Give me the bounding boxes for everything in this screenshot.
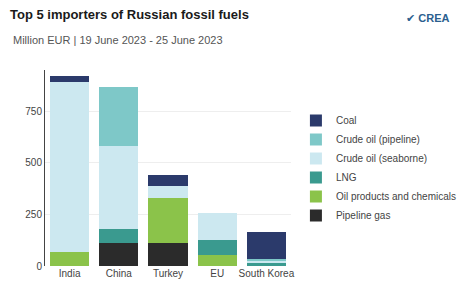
svg-text:EU: EU bbox=[210, 268, 224, 279]
svg-text:South Korea: South Korea bbox=[239, 268, 295, 279]
svg-text:750: 750 bbox=[25, 106, 42, 117]
svg-text:0: 0 bbox=[36, 261, 42, 272]
svg-text:LNG: LNG bbox=[336, 172, 357, 183]
svg-text:Pipeline gas: Pipeline gas bbox=[336, 210, 390, 221]
svg-text:Crude oil (seaborne): Crude oil (seaborne) bbox=[336, 153, 427, 164]
svg-text:Oil products and chemicals: Oil products and chemicals bbox=[336, 191, 456, 202]
svg-text:Top 5 importers of Russian fos: Top 5 importers of Russian fossil fuels bbox=[10, 7, 249, 22]
svg-text:India: India bbox=[59, 268, 81, 279]
svg-text:500: 500 bbox=[25, 157, 42, 168]
svg-text:Million EUR | 19 June 2023 - 2: Million EUR | 19 June 2023 - 25 June 202… bbox=[13, 34, 223, 46]
svg-text:China: China bbox=[106, 268, 133, 279]
svg-text:Crude oil (pipeline): Crude oil (pipeline) bbox=[336, 134, 420, 145]
svg-text:250: 250 bbox=[25, 209, 42, 220]
svg-text:✔ CREA: ✔ CREA bbox=[406, 12, 449, 24]
svg-text:Coal: Coal bbox=[336, 115, 357, 126]
svg-text:Turkey: Turkey bbox=[153, 268, 183, 279]
